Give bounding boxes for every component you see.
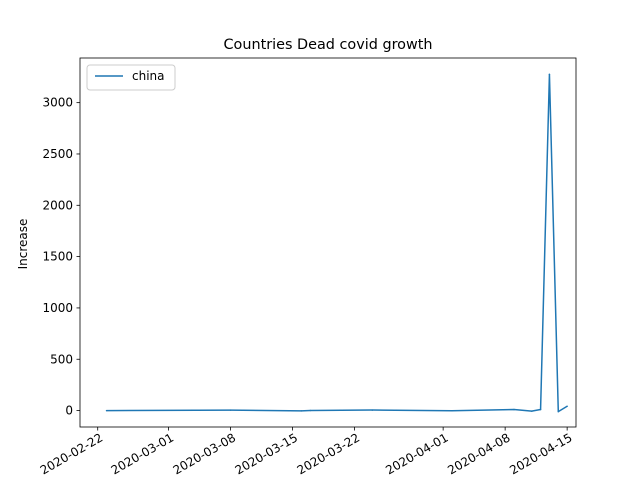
plot-background: [80, 58, 576, 427]
data-point: [309, 409, 312, 412]
data-point: [566, 405, 568, 408]
series-layer: [105, 73, 568, 413]
y-axis-label: Increase: [16, 219, 30, 270]
y-tick-label: 2500: [42, 147, 73, 161]
legend-box: [86, 64, 176, 91]
chart-title: Countries Dead covid growth: [223, 37, 432, 53]
legend: china: [86, 64, 176, 91]
y-tick-label: 1500: [42, 250, 73, 264]
data-point: [105, 409, 108, 412]
data-point: [300, 410, 303, 412]
series-line-china: [106, 73, 568, 413]
y-tick-label: 2000: [42, 198, 73, 212]
data-point: [548, 73, 551, 76]
legend-label-china: china: [132, 69, 165, 83]
y-tick-label: 1000: [42, 301, 73, 315]
data-point: [451, 410, 453, 412]
data-point: [557, 410, 560, 413]
data-point: [371, 409, 374, 411]
data-point: [229, 409, 232, 411]
y-tick-label: 500: [50, 352, 73, 366]
y-tick-label: 0: [65, 404, 73, 418]
data-point: [530, 410, 533, 412]
plot-frame: [79, 57, 577, 428]
data-point: [539, 408, 542, 411]
data-point: [513, 408, 515, 411]
y-tick-label: 3000: [42, 96, 73, 110]
